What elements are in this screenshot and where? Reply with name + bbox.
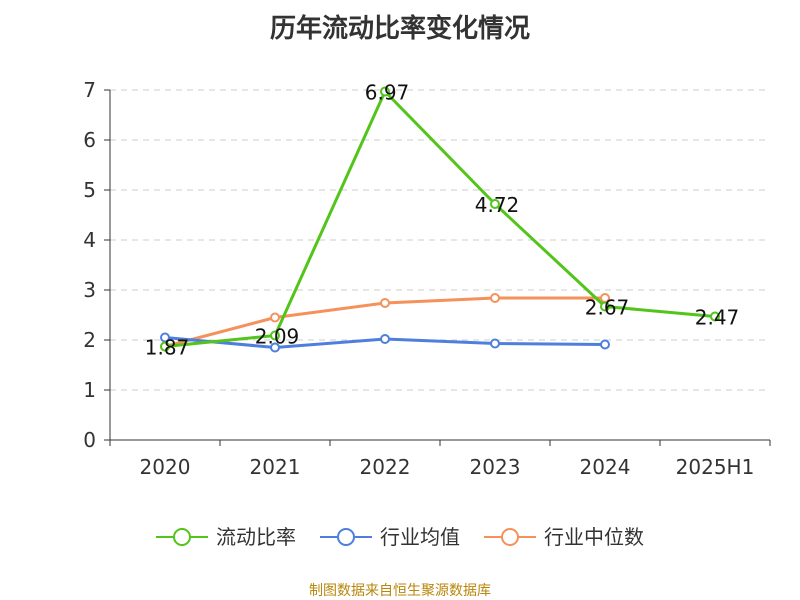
series-0-point [600, 301, 610, 312]
series-2-point [380, 298, 390, 308]
x-tick-label: 2025H1 [676, 455, 755, 479]
gridlines [110, 89, 770, 391]
x-tick-label: 2024 [580, 455, 631, 479]
axes: 0 1 2 3 4 5 6 7 2020 2021 2022 2023 2024 2025H1 [83, 78, 771, 479]
x-tick-label: 2021 [250, 455, 301, 479]
legend-label: 流动比率 [216, 525, 296, 549]
series-1-point [380, 334, 390, 344]
chart-title: 历年流动比率变化情况 [269, 14, 530, 44]
data-label: 2.67 [585, 296, 630, 320]
data-label: 2.47 [695, 306, 740, 330]
data-label: 4.72 [475, 193, 520, 217]
data-labels: 1.87 2.09 6.97 4.72 2.67 2.47 [145, 81, 740, 360]
series-1-point [270, 342, 280, 353]
legend-swatch-marker [173, 528, 191, 546]
legend: 流动比率 行业均值 行业中位数 [156, 525, 644, 549]
legend-item-0: 流动比率 [156, 525, 296, 549]
legend-swatch-marker [501, 528, 519, 546]
y-tick-label: 1 [83, 378, 96, 402]
y-tick-label: 4 [83, 228, 96, 252]
y-tick-label: 5 [83, 178, 96, 202]
series-0-point [710, 311, 720, 322]
x-tick-label: 2020 [140, 455, 191, 479]
series-2-point [270, 312, 280, 323]
legend-item-2: 行业中位数 [484, 525, 644, 549]
series-line-0 [164, 90, 716, 348]
series-0-point [380, 86, 390, 97]
y-tick-label: 0 [83, 428, 96, 452]
legend-label: 行业中位数 [544, 525, 644, 549]
series-0-point [270, 330, 280, 341]
legend-swatch-marker [337, 528, 355, 546]
y-tick-label: 6 [83, 128, 96, 152]
series-0-point [160, 341, 170, 352]
data-label: 6.97 [365, 81, 410, 105]
y-tick-label: 3 [83, 278, 96, 302]
y-tick-label: 2 [83, 328, 96, 352]
data-label: 1.87 [145, 336, 190, 360]
series-2-point [490, 293, 500, 303]
legend-item-1: 行业均值 [320, 525, 460, 549]
legend-label: 行业均值 [380, 525, 460, 549]
x-tick-label: 2022 [360, 455, 411, 479]
series-1-point [600, 339, 610, 350]
data-label: 2.09 [255, 325, 300, 349]
series-lines [160, 86, 720, 353]
x-tick-label: 2023 [470, 455, 521, 479]
y-tick-label: 7 [83, 78, 96, 102]
source-note: 制图数据来自恒生聚源数据库 [309, 583, 491, 599]
series-1-point [490, 338, 500, 349]
series-0-point [490, 199, 500, 209]
